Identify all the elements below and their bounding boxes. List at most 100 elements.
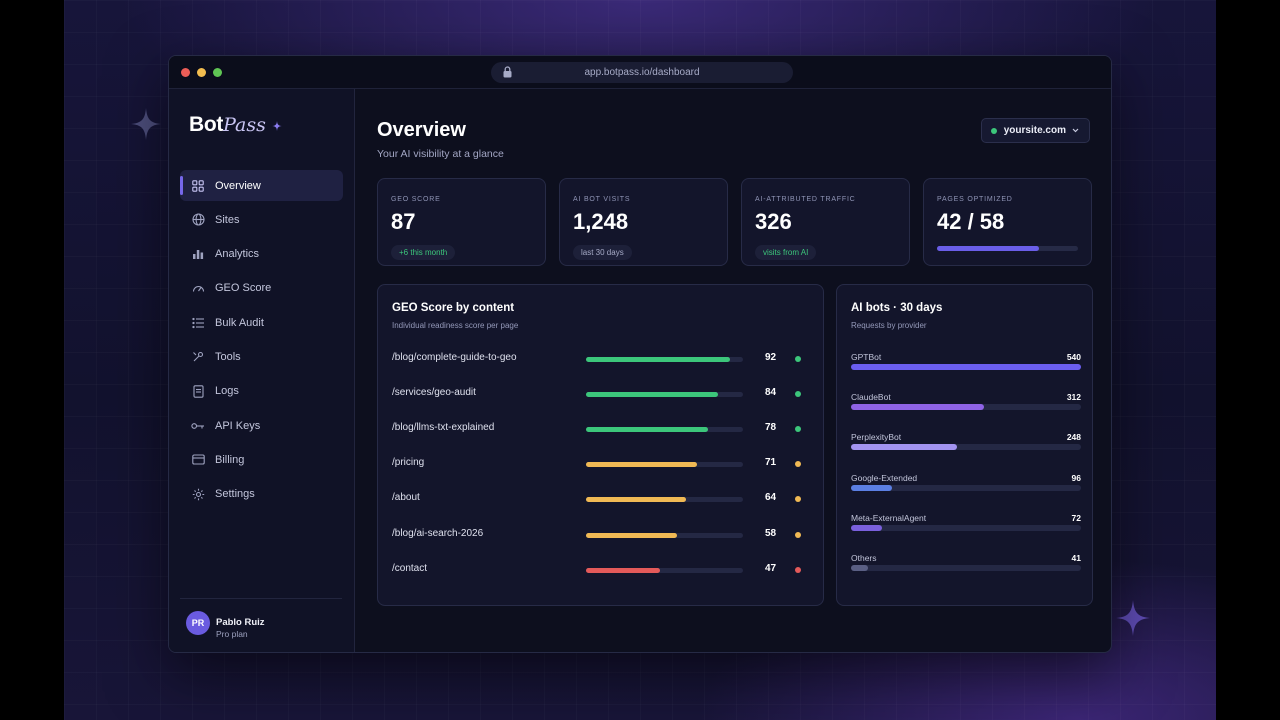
list-item[interactable]: /pricing 71 bbox=[392, 457, 809, 471]
sidebar-item-api-keys[interactable]: API Keys bbox=[180, 410, 343, 441]
list-item[interactable]: ClaudeBot 312 bbox=[851, 392, 1081, 412]
score-bar bbox=[586, 497, 687, 503]
stat-value: 1,248 bbox=[573, 209, 629, 234]
score-bar-track bbox=[586, 357, 743, 362]
site-selector[interactable]: yoursite.com bbox=[980, 118, 1090, 143]
list-item[interactable]: /blog/complete-guide-to-geo 92 bbox=[392, 352, 809, 366]
stat-label: AI BOT VISITS bbox=[573, 196, 631, 203]
lock-icon bbox=[503, 66, 512, 81]
list-item[interactable]: /blog/llms-txt-explained 78 bbox=[392, 422, 809, 436]
maximize-window-button[interactable] bbox=[213, 68, 222, 77]
score-bar-track bbox=[586, 532, 743, 538]
score-bar bbox=[586, 427, 709, 433]
requests-bar-track bbox=[851, 565, 1081, 571]
progress-fill bbox=[937, 246, 1040, 251]
sidebar-item-overview[interactable]: Overview bbox=[180, 170, 343, 201]
stat-note: last 30 days bbox=[573, 245, 632, 260]
bot-requests: 248 bbox=[1066, 432, 1081, 443]
status-dot bbox=[795, 496, 801, 503]
main-content: Overview Your AI visibility at a glance … bbox=[355, 89, 1111, 652]
document-icon bbox=[191, 384, 205, 398]
stat-value: 87 bbox=[391, 209, 416, 234]
score-bar-track bbox=[586, 392, 743, 398]
list-icon bbox=[191, 316, 205, 330]
page-path: /contact bbox=[392, 562, 428, 574]
credit-card-icon bbox=[191, 453, 205, 467]
requests-bar bbox=[851, 364, 1081, 370]
stat-card-ai-traffic: AI-ATTRIBUTED TRAFFIC 326 visits from AI bbox=[741, 178, 910, 266]
gear-icon bbox=[191, 487, 205, 501]
score-bar bbox=[586, 462, 698, 468]
bot-name: Google-Extended bbox=[851, 472, 918, 483]
page-path: /services/geo-audit bbox=[392, 387, 476, 399]
status-dot bbox=[795, 531, 801, 538]
sidebar-item-analytics[interactable]: Analytics bbox=[180, 239, 343, 270]
requests-bar-track bbox=[851, 364, 1081, 370]
globe-icon bbox=[191, 213, 205, 227]
sidebar-item-label: API Keys bbox=[215, 419, 261, 432]
page-path: /pricing bbox=[392, 457, 425, 469]
list-item[interactable]: /contact 47 bbox=[392, 563, 809, 577]
sparkle-icon bbox=[1116, 600, 1150, 636]
grid-icon bbox=[191, 179, 205, 193]
sidebar-item-tools[interactable]: Tools bbox=[180, 341, 343, 372]
bot-requests: 540 bbox=[1066, 352, 1081, 362]
browser-titlebar: app.botpass.io/dashboard bbox=[169, 56, 1111, 89]
stat-label: PAGES OPTIMIZED bbox=[937, 196, 1013, 203]
ai-bots-card: AI bots · 30 days Requests by provider G… bbox=[836, 284, 1093, 606]
list-item[interactable]: PerplexityBot 248 bbox=[851, 432, 1081, 452]
page-title: Overview bbox=[377, 119, 466, 141]
sidebar-item-sites[interactable]: Sites bbox=[180, 204, 343, 235]
requests-bar-track bbox=[851, 524, 1081, 531]
score-value: 92 bbox=[765, 352, 777, 363]
stat-value: 326 bbox=[755, 209, 792, 234]
close-window-button[interactable] bbox=[181, 68, 190, 77]
list-item[interactable]: GPTBot 540 bbox=[851, 352, 1081, 372]
score-bar bbox=[586, 532, 678, 538]
site-selector-value: yoursite.com bbox=[1003, 125, 1066, 136]
requests-bar bbox=[851, 484, 892, 491]
score-value: 47 bbox=[765, 562, 777, 574]
page-path: /blog/ai-search-2026 bbox=[392, 527, 484, 539]
score-bar-track bbox=[586, 462, 743, 468]
tools-icon bbox=[191, 350, 205, 364]
browser-window: app.botpass.io/dashboard Bot Pass Overvie… bbox=[168, 55, 1112, 653]
sidebar-item-geo-score[interactable]: GEO Score bbox=[180, 273, 343, 304]
score-bar bbox=[586, 567, 660, 573]
sidebar-item-settings[interactable]: Settings bbox=[180, 479, 343, 510]
sparkle-icon bbox=[272, 113, 282, 137]
brand-logo[interactable]: Bot Pass bbox=[189, 113, 282, 137]
score-value: 84 bbox=[765, 387, 777, 399]
status-dot bbox=[795, 391, 801, 398]
address-bar[interactable]: app.botpass.io/dashboard bbox=[491, 62, 793, 83]
sidebar-item-billing[interactable]: Billing bbox=[180, 444, 343, 475]
card-subtitle: Requests by provider bbox=[851, 321, 927, 330]
sidebar-item-bulk-audit[interactable]: Bulk Audit bbox=[180, 307, 343, 338]
stat-label: AI-ATTRIBUTED TRAFFIC bbox=[755, 196, 856, 203]
stat-value: 42 / 58 bbox=[937, 209, 1005, 234]
user-profile[interactable]: PR Pablo Ruiz Pro plan bbox=[180, 598, 342, 652]
stat-card-geo-score: GEO SCORE 87 +6 this month bbox=[377, 178, 546, 266]
sidebar-item-logs[interactable]: Logs bbox=[180, 376, 343, 407]
list-item[interactable]: Google-Extended 96 bbox=[851, 473, 1081, 493]
list-item[interactable]: /services/geo-audit 84 bbox=[392, 387, 809, 401]
sidebar-nav: Overview Sites Analytics GEO Score Bulk Audi… bbox=[180, 170, 343, 513]
card-title: AI bots · 30 days bbox=[851, 302, 943, 314]
list-item[interactable]: /blog/ai-search-2026 58 bbox=[392, 528, 809, 542]
minimize-window-button[interactable] bbox=[197, 68, 206, 77]
stat-label: GEO SCORE bbox=[391, 196, 441, 203]
status-dot bbox=[795, 426, 801, 433]
bot-requests: 96 bbox=[1071, 472, 1081, 483]
bot-name: GPTBot bbox=[851, 352, 882, 362]
score-bar-track bbox=[586, 567, 743, 573]
sidebar-item-label: Tools bbox=[215, 350, 241, 363]
requests-bar-track bbox=[851, 404, 1081, 411]
requests-bar bbox=[851, 565, 869, 571]
list-item[interactable]: Meta-ExternalAgent 72 bbox=[851, 513, 1081, 533]
gauge-icon bbox=[191, 281, 205, 295]
chevron-down-icon bbox=[1072, 125, 1079, 136]
list-item[interactable]: /about 64 bbox=[392, 492, 809, 506]
score-value: 64 bbox=[765, 492, 777, 504]
sidebar-item-label: Overview bbox=[215, 179, 261, 192]
list-item[interactable]: Others 41 bbox=[851, 553, 1081, 573]
